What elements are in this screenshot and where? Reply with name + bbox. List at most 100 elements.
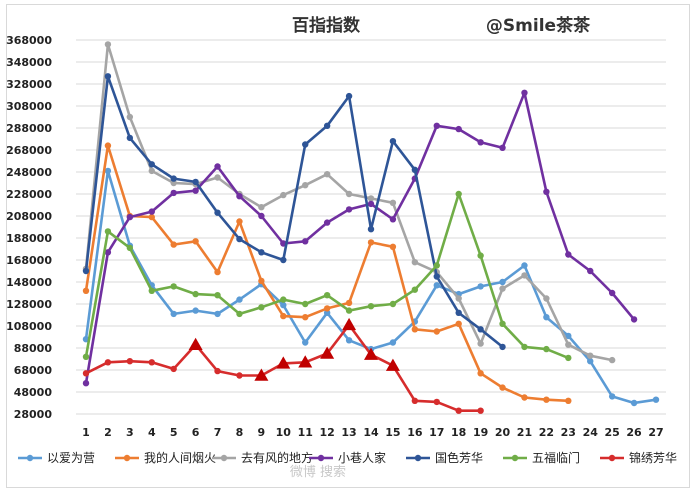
- data-point: [192, 307, 199, 314]
- data-point: [389, 339, 397, 346]
- data-point: [411, 166, 419, 173]
- data-point: [565, 397, 572, 404]
- x-tick-label: 5: [170, 426, 178, 439]
- data-point: [192, 238, 199, 245]
- data-point: [587, 267, 594, 275]
- data-point: [477, 340, 484, 347]
- x-tick-label: 21: [517, 426, 532, 439]
- data-point: [236, 235, 243, 243]
- x-tick-label: 3: [126, 426, 134, 439]
- legend-swatch-marker: [123, 454, 131, 462]
- data-point: [170, 179, 177, 187]
- data-point: [323, 219, 331, 226]
- data-point: [543, 396, 550, 403]
- y-tick-label: 128000: [6, 298, 52, 311]
- data-point: [214, 163, 221, 170]
- data-point: [630, 316, 638, 323]
- data-point: [433, 398, 440, 406]
- data-point: [411, 286, 419, 293]
- data-point: [104, 228, 112, 235]
- data-point: [148, 359, 155, 366]
- legend-item: 五福临门: [503, 450, 580, 465]
- data-point: [543, 314, 550, 321]
- data-point: [236, 372, 243, 379]
- x-tick-label: 12: [319, 426, 334, 439]
- series-group: [82, 41, 660, 414]
- data-point: [543, 295, 550, 302]
- data-point: [323, 171, 331, 178]
- data-point: [521, 89, 528, 97]
- legend-label: 以爱为营: [47, 451, 95, 465]
- data-point: [280, 312, 287, 320]
- data-point: [652, 396, 660, 403]
- x-tick-label: 16: [407, 426, 423, 439]
- data-point: [148, 287, 155, 294]
- data-point: [280, 191, 287, 199]
- data-point: [148, 167, 155, 175]
- data-point: [477, 407, 484, 414]
- triangle-marker: [342, 317, 357, 331]
- x-tick-label: 11: [298, 426, 313, 439]
- data-point: [148, 208, 155, 215]
- legend-swatch-marker: [26, 454, 34, 462]
- legend-item: 小巷人家: [309, 450, 386, 465]
- triangle-marker: [254, 368, 269, 381]
- data-point: [170, 175, 177, 182]
- data-point: [389, 243, 397, 250]
- data-point: [104, 249, 112, 256]
- data-point: [302, 238, 309, 245]
- x-tick-label: 2: [104, 426, 112, 439]
- data-point: [477, 283, 484, 290]
- data-point: [455, 125, 462, 133]
- data-point: [455, 320, 462, 327]
- data-point: [345, 92, 353, 100]
- data-point: [236, 218, 243, 225]
- legend-item: 国色芳华: [406, 451, 483, 465]
- data-point: [82, 267, 90, 275]
- legend-swatch-marker: [317, 454, 325, 462]
- data-point: [477, 326, 484, 333]
- data-point: [280, 296, 287, 303]
- y-tick-label: 148000: [6, 276, 52, 289]
- data-point: [477, 370, 484, 377]
- data-point: [214, 292, 221, 299]
- data-point: [192, 187, 199, 194]
- data-point: [258, 249, 265, 256]
- x-tick-label: 26: [626, 426, 642, 439]
- triangle-marker: [320, 346, 335, 359]
- data-point: [280, 256, 287, 264]
- data-point: [389, 300, 397, 308]
- data-point: [543, 345, 550, 353]
- data-point: [389, 199, 397, 206]
- legend: 以爱为营 我的人间烟火 去有风的地方 小巷人家 国色芳华 五福临门 锦绣芳华: [18, 450, 677, 465]
- legend-item: 我的人间烟火: [115, 450, 216, 465]
- data-point: [433, 282, 440, 289]
- y-tick-label: 68000: [14, 364, 53, 377]
- series-6: [82, 190, 572, 362]
- legend-item: 以爱为营: [18, 451, 95, 465]
- data-point: [126, 213, 134, 221]
- y-tick-label: 368000: [6, 34, 52, 47]
- data-point: [433, 328, 440, 335]
- data-point: [367, 226, 375, 233]
- data-point: [170, 310, 177, 318]
- data-point: [126, 244, 134, 252]
- data-point: [323, 305, 331, 312]
- y-axis: 368000 348000 328000 308000 288000 268000 2480…: [6, 34, 52, 421]
- series-line: [84, 91, 636, 384]
- data-point: [280, 301, 287, 309]
- data-point: [302, 141, 309, 148]
- data-point: [367, 200, 375, 208]
- data-point: [587, 352, 594, 359]
- x-tick-label: 8: [236, 426, 244, 439]
- legend-label: 锦绣芳华: [629, 451, 677, 465]
- legend-label: 五福临门: [532, 450, 580, 465]
- data-point: [104, 359, 112, 366]
- y-tick-label: 208000: [6, 210, 52, 223]
- data-point: [608, 393, 616, 400]
- data-point: [104, 167, 112, 175]
- x-tick-label: 27: [648, 426, 663, 439]
- data-point: [608, 356, 616, 364]
- data-point: [499, 285, 506, 292]
- data-point: [104, 41, 112, 48]
